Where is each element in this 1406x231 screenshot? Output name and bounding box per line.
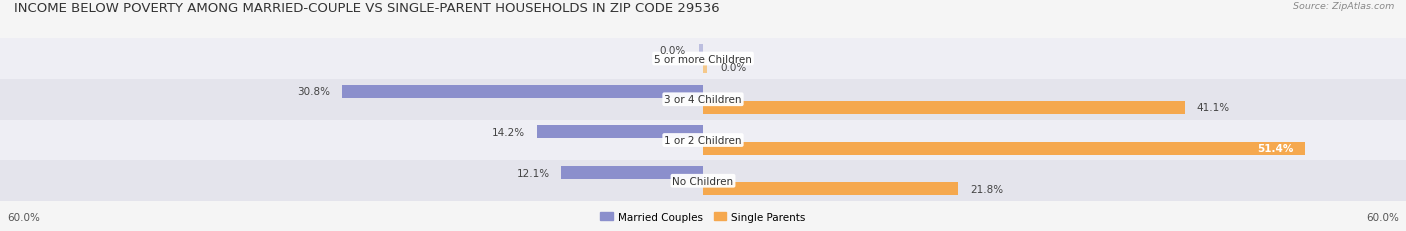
Text: INCOME BELOW POVERTY AMONG MARRIED-COUPLE VS SINGLE-PARENT HOUSEHOLDS IN ZIP COD: INCOME BELOW POVERTY AMONG MARRIED-COUPL…: [14, 2, 720, 15]
Text: No Children: No Children: [672, 176, 734, 186]
Text: 41.1%: 41.1%: [1197, 103, 1229, 113]
Bar: [561, 166, 703, 179]
Bar: [703, 101, 1185, 114]
Bar: [703, 142, 1305, 155]
Text: 60.0%: 60.0%: [7, 212, 39, 222]
Bar: [700, 45, 703, 58]
Text: 51.4%: 51.4%: [1257, 143, 1294, 153]
Bar: [0, 39, 1406, 79]
Text: 14.2%: 14.2%: [492, 127, 524, 137]
Text: 3 or 4 Children: 3 or 4 Children: [664, 95, 742, 105]
Bar: [342, 85, 703, 98]
Bar: [0, 120, 1406, 161]
Bar: [703, 61, 707, 74]
Text: 0.0%: 0.0%: [721, 62, 747, 72]
Bar: [703, 182, 959, 196]
Text: 21.8%: 21.8%: [970, 184, 1004, 194]
Text: 60.0%: 60.0%: [1367, 212, 1399, 222]
Bar: [537, 126, 703, 139]
Text: 1 or 2 Children: 1 or 2 Children: [664, 135, 742, 145]
Text: Source: ZipAtlas.com: Source: ZipAtlas.com: [1294, 2, 1395, 11]
Bar: [0, 161, 1406, 201]
Bar: [0, 79, 1406, 120]
Legend: Married Couples, Single Parents: Married Couples, Single Parents: [596, 208, 810, 226]
Text: 0.0%: 0.0%: [659, 46, 686, 56]
Text: 30.8%: 30.8%: [298, 87, 330, 97]
Text: 12.1%: 12.1%: [516, 168, 550, 178]
Text: 5 or more Children: 5 or more Children: [654, 54, 752, 64]
